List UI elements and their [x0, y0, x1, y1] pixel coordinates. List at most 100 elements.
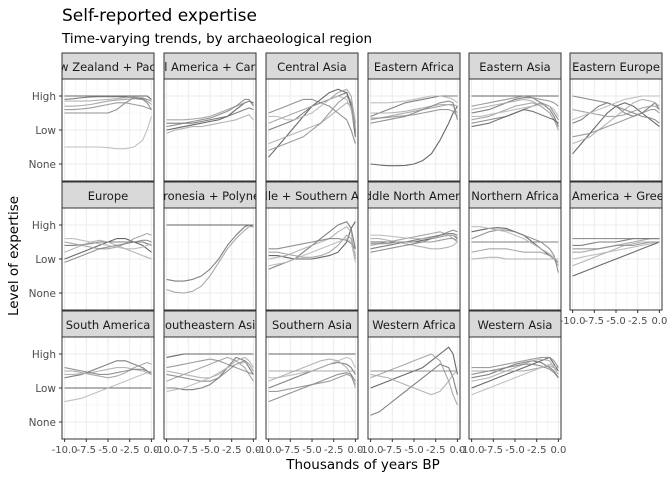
facet-strip: [265, 310, 359, 338]
series-line: [572, 109, 660, 138]
series-line: [166, 353, 254, 358]
x-tick-label: -2.5: [222, 445, 242, 456]
series-group: [64, 95, 152, 150]
series-group: [166, 353, 254, 392]
series-group: [471, 95, 559, 131]
series-line: [64, 238, 152, 250]
y-tick-label: Low: [35, 383, 56, 395]
facet-panel: Middle + Southern Africa: [265, 181, 359, 311]
y-tick-label: Low: [35, 254, 56, 266]
x-axis-title: Thousands of years BP: [285, 457, 440, 473]
series-line: [166, 361, 254, 392]
facet-strip: [468, 181, 562, 209]
x-tick-label: 0.0: [143, 445, 159, 456]
series-line: [370, 363, 458, 416]
facet-panel: New Zealand + Pacific High Low None: [29, 52, 172, 182]
series-line: [166, 358, 254, 375]
series-line: [64, 360, 152, 379]
chart-title: Self-reported expertise: [62, 6, 257, 26]
facet-panel: Central America + Caribbean: [126, 52, 295, 182]
series-line: [64, 116, 152, 150]
series-line: [268, 102, 356, 145]
series-line: [268, 226, 356, 260]
facet-panel: North America + Greenland -10.0-7.5-5.0-2…: [560, 181, 667, 327]
facet-panel: Southern Asia -10.0 -7.5 -5.0 -2.5 0.0: [256, 310, 363, 456]
x-tick-label: -7.5: [383, 445, 403, 456]
series-group: [471, 356, 559, 396]
facet-panel: Southeastern Asia -10.0 -7.5 -5.0 -2.5 0.0: [154, 310, 263, 456]
series-line: [572, 95, 660, 124]
series-group: [471, 226, 559, 273]
x-tick-label: -5.0: [302, 445, 322, 456]
series-line: [166, 226, 254, 294]
series-line: [268, 356, 356, 379]
series-line: [64, 367, 152, 375]
series-line: [166, 356, 254, 379]
facet-panel: Micronesia + Polynesia: [163, 181, 257, 311]
y-tick-label: High: [32, 91, 56, 103]
series-group: [64, 232, 152, 263]
series-line: [471, 98, 559, 124]
facet-strip: [367, 310, 461, 338]
series-line: [370, 234, 458, 240]
series-line: [471, 360, 559, 379]
panel-border: [163, 78, 257, 182]
x-tick-label: -2.5: [527, 445, 547, 456]
facet-strip-label: Central America + Caribbean: [126, 60, 295, 74]
series-line: [370, 109, 458, 119]
facet-strip-label: Middle North America: [352, 189, 477, 203]
series-line: [268, 95, 356, 151]
facet-panel: Central Asia: [265, 52, 359, 182]
series-line: [268, 373, 356, 392]
x-tick-label: -10.0: [358, 445, 384, 456]
series-line: [572, 95, 660, 121]
panel-border: [468, 207, 562, 311]
facet-strip-label: South America: [66, 318, 151, 332]
series-line: [572, 102, 660, 155]
series-line: [471, 363, 559, 396]
series-line: [370, 238, 458, 250]
series-line: [370, 95, 458, 104]
series-group: [572, 238, 660, 277]
facet-panel: Western Asia -10.0 -7.5 -5.0 -2.5 0.0: [459, 310, 566, 456]
series-group: [64, 360, 152, 403]
facet-strip: [163, 310, 257, 338]
series-line: [268, 234, 356, 258]
series-line: [471, 109, 559, 128]
series-line: [166, 114, 254, 134]
series-line: [370, 346, 458, 389]
facet-strip-label: New Zealand + Pacific: [43, 60, 172, 74]
series-line: [471, 363, 559, 379]
panel-border: [265, 207, 359, 311]
x-tick-label: -10.0: [256, 445, 282, 456]
x-tick-label: -5.0: [606, 316, 626, 327]
x-tick-label: -7.5: [77, 445, 97, 456]
chart-subtitle: Time-varying trends, by archaeological r…: [61, 31, 372, 47]
facet-strip-label: Southeastern Asia: [158, 318, 263, 332]
series-line: [166, 360, 254, 382]
facet-strip: [163, 52, 257, 80]
facet-panel: Western Africa -10.0 -7.5 -5.0 -2.5 0.0: [358, 310, 465, 456]
series-group: [166, 98, 254, 134]
series-line: [268, 95, 356, 131]
series-line: [166, 98, 254, 128]
series-line: [370, 229, 458, 253]
x-tick-label: -5.0: [98, 445, 118, 456]
panel-border: [468, 78, 562, 182]
series-group: [268, 221, 356, 270]
series-group: [166, 224, 254, 294]
series-line: [64, 95, 152, 100]
x-tick-label: -2.5: [628, 316, 648, 327]
y-tick-label: None: [29, 159, 56, 171]
facet-panel: South America High Low None -10.0 -7.5 -5.0 -2.…: [29, 310, 159, 456]
series-line: [166, 224, 254, 282]
series-line: [471, 356, 559, 369]
series-line: [64, 232, 152, 250]
y-tick-label: High: [32, 349, 56, 361]
series-line: [471, 103, 559, 117]
facet-strip-label: Eastern Asia: [479, 60, 550, 74]
facet-strip: [61, 310, 155, 338]
series-group: [370, 95, 458, 167]
